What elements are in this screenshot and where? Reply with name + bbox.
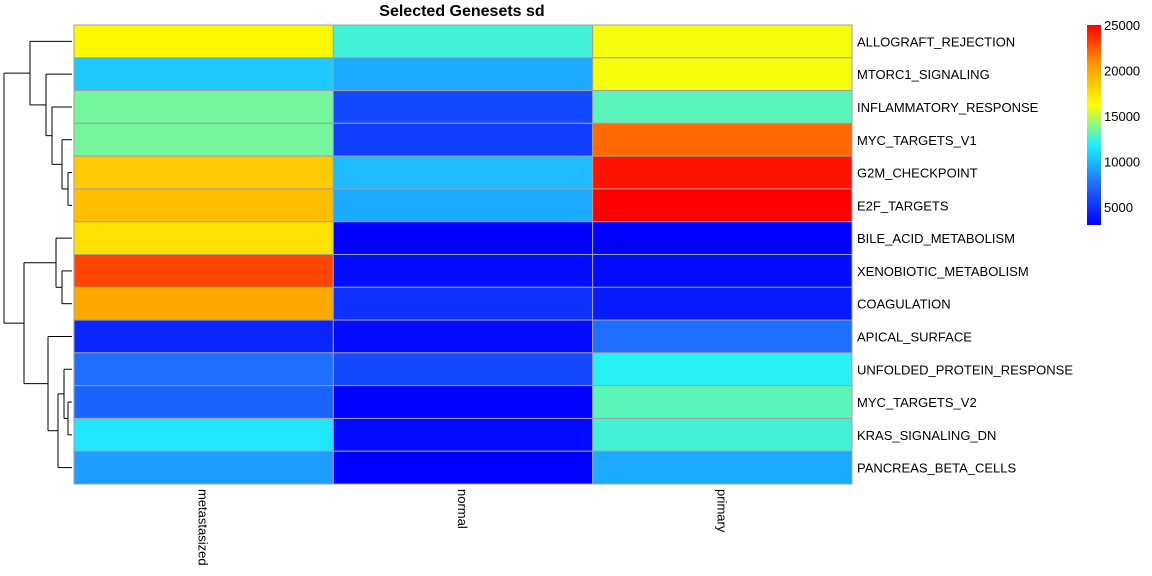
heatmap-cell-myc-targets-v1-primary <box>592 122 853 157</box>
heatmap-cells <box>73 24 853 485</box>
colorbar-ticks: 5000 10000 15000 20000 25000 <box>1104 18 1140 215</box>
heatmap-cell-inflammatory-response-metastasized <box>73 90 334 124</box>
colorbar-tick-label: 15000 <box>1104 109 1140 124</box>
heatmap-cell-myc-targets-v1-normal <box>332 122 594 157</box>
heatmap-cell-myc-targets-v2-normal <box>332 385 594 419</box>
heatmap-cell-g2m-checkpoint-primary <box>592 155 853 190</box>
heatmap-cell-g2m-checkpoint-metastasized <box>73 155 334 190</box>
row-label: ALLOGRAFT_REJECTION <box>857 34 1015 49</box>
heatmap-cell-allograft-rejection-normal <box>332 24 594 59</box>
heatmap-cell-kras-signaling-dn-normal <box>332 417 594 452</box>
colorbar: 5000 10000 15000 20000 25000 <box>1087 18 1140 225</box>
colorbar-tick-label: 25000 <box>1104 18 1140 33</box>
heatmap-cell-kras-signaling-dn-primary <box>592 417 853 452</box>
chart-title: Selected Genesets sd <box>379 3 544 20</box>
column-labels: metastasized normal primary <box>196 489 730 566</box>
row-label: MYC_TARGETS_V2 <box>857 395 977 410</box>
heatmap-cell-pancreas-beta-cells-normal <box>332 450 594 485</box>
heatmap-cell-e2f-targets-normal <box>332 188 594 223</box>
row-label: INFLAMMATORY_RESPONSE <box>857 100 1039 115</box>
row-label: KRAS_SIGNALING_DN <box>857 428 996 443</box>
row-label: E2F_TARGETS <box>857 198 949 213</box>
row-label: APICAL_SURFACE <box>857 329 972 344</box>
row-label: COAGULATION <box>857 297 951 312</box>
heatmap-cell-coagulation-metastasized <box>73 286 334 321</box>
colorbar-tick-label: 10000 <box>1104 154 1140 169</box>
heatmap-cell-e2f-targets-metastasized <box>73 188 334 223</box>
heatmap-cell-myc-targets-v2-primary <box>592 385 853 419</box>
heatmap-cell-coagulation-normal <box>332 286 594 321</box>
row-label: MYC_TARGETS_V1 <box>857 133 977 148</box>
row-label: UNFOLDED_PROTEIN_RESPONSE <box>857 362 1073 377</box>
heatmap-cell-bile-acid-metabolism-primary <box>592 221 853 255</box>
heatmap-cell-unfolded-protein-response-normal <box>332 352 594 387</box>
colorbar-gradient <box>1087 25 1101 225</box>
heatmap-cell-inflammatory-response-normal <box>332 90 594 124</box>
row-label: MTORC1_SIGNALING <box>857 67 990 82</box>
heatmap-cell-g2m-checkpoint-normal <box>332 155 594 190</box>
colorbar-tick-label: 20000 <box>1104 63 1140 78</box>
heatmap-cell-apical-surface-primary <box>592 319 853 354</box>
heatmap-cell-unfolded-protein-response-metastasized <box>73 352 334 387</box>
column-label: metastasized <box>196 489 211 566</box>
heatmap-cell-apical-surface-metastasized <box>73 319 334 354</box>
heatmap-cell-mtorc1-signaling-primary <box>592 57 853 92</box>
heatmap-cell-coagulation-primary <box>592 286 853 321</box>
row-label: XENOBIOTIC_METABOLISM <box>857 264 1029 279</box>
row-label: BILE_ACID_METABOLISM <box>857 231 1015 246</box>
row-labels: ALLOGRAFT_REJECTION MTORC1_SIGNALING INFLA… <box>857 34 1073 475</box>
row-label: G2M_CHECKPOINT <box>857 166 978 181</box>
heatmap-cell-pancreas-beta-cells-primary <box>592 450 853 485</box>
heatmap-cell-apical-surface-normal <box>332 319 594 354</box>
row-dendrogram <box>3 40 72 469</box>
heatmap-cell-e2f-targets-primary <box>592 188 853 223</box>
column-label: normal <box>455 489 470 529</box>
column-label: primary <box>714 489 729 533</box>
heatmap-cell-myc-targets-v1-metastasized <box>73 122 334 157</box>
heatmap-cell-bile-acid-metabolism-normal <box>332 221 594 255</box>
row-label: PANCREAS_BETA_CELLS <box>857 461 1017 476</box>
heatmap-cell-allograft-rejection-primary <box>592 24 853 59</box>
heatmap-cell-inflammatory-response-primary <box>592 90 853 124</box>
heatmap-cell-xenobiotic-metabolism-metastasized <box>73 254 334 288</box>
heatmap-cell-xenobiotic-metabolism-primary <box>592 254 853 288</box>
heatmap-cell-mtorc1-signaling-metastasized <box>73 57 334 92</box>
heatmap-cell-unfolded-protein-response-primary <box>592 352 853 387</box>
colorbar-tick-label: 5000 <box>1104 200 1133 215</box>
heatmap-cell-xenobiotic-metabolism-normal <box>332 254 594 288</box>
heatmap-cell-pancreas-beta-cells-metastasized <box>73 450 334 485</box>
heatmap-cell-bile-acid-metabolism-metastasized <box>73 221 334 255</box>
heatmap-cell-mtorc1-signaling-normal <box>332 57 594 92</box>
heatmap-cell-myc-targets-v2-metastasized <box>73 385 334 419</box>
heatmap-cell-kras-signaling-dn-metastasized <box>73 417 334 452</box>
heatmap-cell-allograft-rejection-metastasized <box>73 24 334 59</box>
